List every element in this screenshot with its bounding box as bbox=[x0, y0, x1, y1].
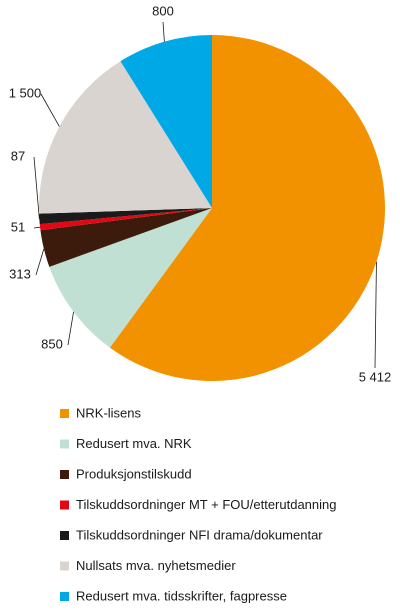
legend-swatch bbox=[60, 409, 69, 418]
data-label: 87 bbox=[11, 148, 25, 163]
pie-slice bbox=[39, 208, 213, 231]
pie-slice bbox=[39, 61, 212, 214]
legend-label: Tilskuddsordninger MT + FOU/etterutdanni… bbox=[76, 497, 337, 512]
leader-line bbox=[33, 226, 41, 229]
legend-label: NRK-lisens bbox=[76, 405, 142, 420]
data-label: 1 500 bbox=[9, 85, 42, 100]
data-label: 850 bbox=[41, 336, 63, 351]
legend-label: Redusert mva. tidsskrifter, fagpresse bbox=[76, 588, 287, 603]
pie-slice bbox=[109, 35, 385, 381]
data-label: 313 bbox=[9, 266, 31, 281]
legend-swatch bbox=[60, 561, 69, 571]
legend-swatch bbox=[60, 439, 69, 449]
leader-line bbox=[33, 156, 40, 219]
leader-line bbox=[374, 261, 377, 369]
pie-slice bbox=[49, 208, 212, 348]
leader-line bbox=[35, 248, 45, 276]
legend-label: Nullsats mva. nyhetsmedier bbox=[76, 558, 236, 573]
legend-swatch bbox=[60, 470, 69, 479]
legend-label: Tilskuddsordninger NFI drama/dokumentar bbox=[76, 527, 323, 542]
leader-line bbox=[67, 311, 74, 346]
pie-slice bbox=[39, 208, 212, 225]
leader-line bbox=[162, 21, 165, 42]
leader-line bbox=[40, 93, 60, 127]
legend-swatch bbox=[60, 500, 69, 510]
legend-swatch bbox=[60, 531, 69, 540]
data-label: 51 bbox=[11, 219, 25, 234]
data-label: 5 412 bbox=[359, 369, 392, 384]
legend-swatch bbox=[60, 592, 69, 601]
legend-label: Produksjonstilskudd bbox=[76, 466, 192, 481]
data-label: 800 bbox=[152, 3, 174, 18]
pie-slice bbox=[120, 35, 212, 208]
pie-slice bbox=[40, 208, 213, 267]
legend-label: Redusert mva. NRK bbox=[76, 436, 192, 451]
